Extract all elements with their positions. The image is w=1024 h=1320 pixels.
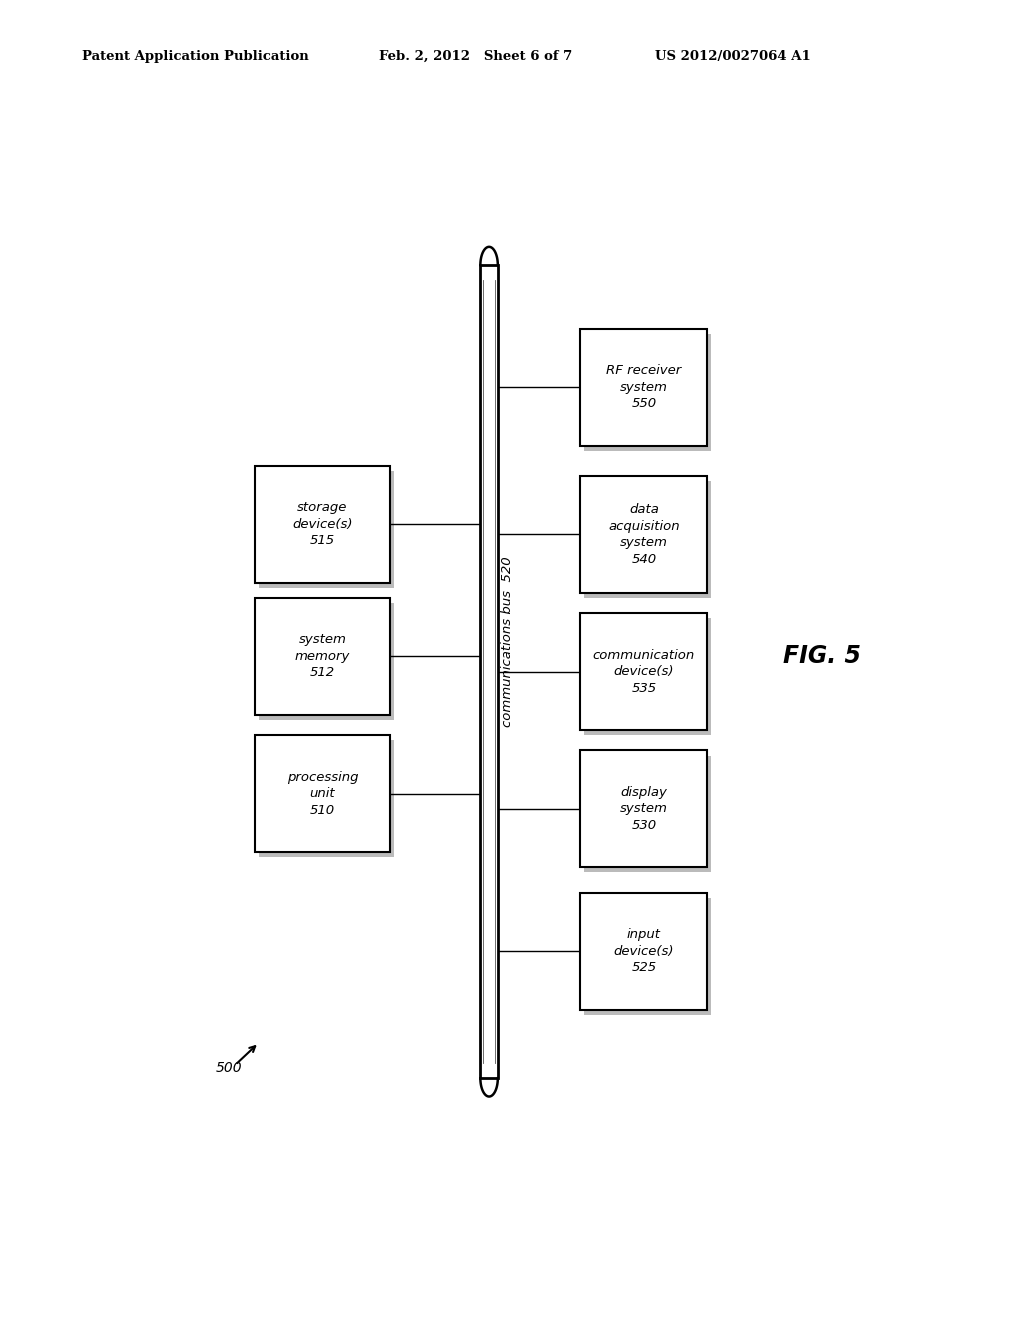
Bar xyxy=(581,892,708,1010)
Bar xyxy=(585,618,712,735)
Bar xyxy=(585,480,712,598)
Text: communication
device(s)
535: communication device(s) 535 xyxy=(593,648,695,694)
Text: input
device(s)
525: input device(s) 525 xyxy=(613,928,674,974)
Text: US 2012/0027064 A1: US 2012/0027064 A1 xyxy=(655,50,811,63)
Bar xyxy=(255,735,390,853)
Text: Patent Application Publication: Patent Application Publication xyxy=(82,50,308,63)
Bar xyxy=(585,898,712,1015)
Text: processing
unit
510: processing unit 510 xyxy=(287,771,358,817)
Text: RF receiver
system
550: RF receiver system 550 xyxy=(606,364,681,411)
Bar xyxy=(259,471,394,587)
Bar xyxy=(255,466,390,582)
Text: communications bus  520: communications bus 520 xyxy=(501,556,514,726)
Bar xyxy=(480,265,498,1078)
Bar xyxy=(255,598,390,715)
Bar xyxy=(585,755,712,873)
Bar xyxy=(259,603,394,719)
Text: FIG. 5: FIG. 5 xyxy=(782,644,861,668)
Text: display
system
530: display system 530 xyxy=(620,785,668,832)
Bar xyxy=(581,614,708,730)
Text: storage
device(s)
515: storage device(s) 515 xyxy=(292,502,352,548)
Text: data
acquisition
system
540: data acquisition system 540 xyxy=(608,503,680,566)
Text: system
memory
512: system memory 512 xyxy=(295,634,350,680)
Bar xyxy=(585,334,712,450)
Text: 500: 500 xyxy=(215,1061,242,1074)
Text: Feb. 2, 2012   Sheet 6 of 7: Feb. 2, 2012 Sheet 6 of 7 xyxy=(379,50,572,63)
Bar xyxy=(581,329,708,446)
Bar xyxy=(581,751,708,867)
Bar xyxy=(259,741,394,857)
Bar xyxy=(581,477,708,593)
